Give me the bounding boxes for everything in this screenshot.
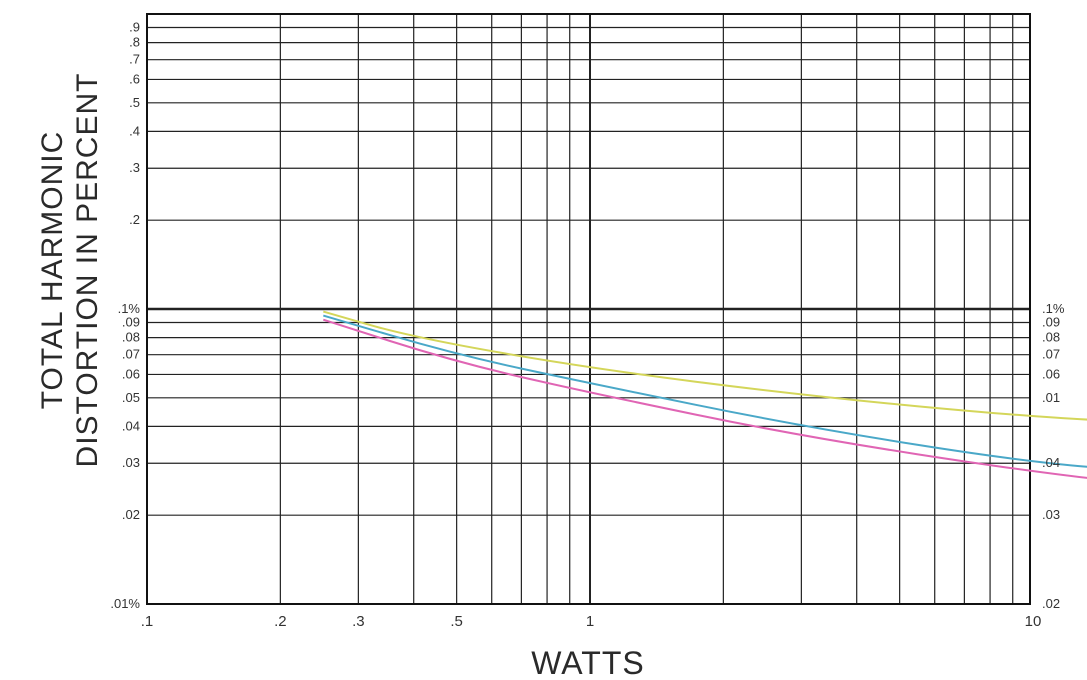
- y-right-tick-label: .01: [1042, 390, 1060, 405]
- series-line-3: [322, 318, 1087, 479]
- grid-lines: [147, 14, 1030, 604]
- tick-labels: .1.2.3.511050100.01%.02.03.04.05.06.07.0…: [110, 19, 1065, 630]
- y-left-tick-label: .06: [122, 366, 140, 381]
- plot-frame: [146, 13, 1031, 605]
- x-tick-label: .3: [352, 613, 365, 630]
- y-right-tick-label: .04: [1042, 455, 1060, 470]
- y-axis-label-line-1: TOTAL HARMONIC: [36, 131, 69, 409]
- series-group: [322, 310, 1087, 479]
- y-left-tick-label: .4: [129, 123, 140, 138]
- y-right-tick-label: .09: [1042, 314, 1060, 329]
- x-tick-label: 1: [586, 613, 594, 630]
- y-left-tick-label: .3: [129, 160, 140, 175]
- y-left-tick-label: .8: [129, 35, 140, 50]
- series-line-1: [323, 310, 1087, 421]
- y-left-tick-label: .07: [122, 347, 140, 362]
- y-left-tick-label: .09: [122, 314, 140, 329]
- y-left-tick-label: .04: [122, 418, 140, 433]
- y-left-tick-label: .6: [129, 71, 140, 86]
- y-left-tick-label: .05: [122, 390, 140, 405]
- y-right-tick-label: .07: [1042, 347, 1060, 362]
- y-right-tick-label: .02: [1042, 596, 1060, 611]
- y-right-tick-label: .08: [1042, 330, 1060, 345]
- y-left-tick-label: .9: [129, 19, 140, 34]
- y-right-tick-label: .1%: [1042, 301, 1065, 316]
- y-left-tick-label: .2: [129, 212, 140, 227]
- y-left-tick-label: .5: [129, 95, 140, 110]
- y-left-tick-label: .03: [122, 455, 140, 470]
- y-left-tick-label: .7: [129, 52, 140, 67]
- x-tick-label: .1: [141, 613, 154, 630]
- y-axis-label-line-2: DISTORTION IN PERCENT: [71, 73, 104, 468]
- y-left-tick-label: .08: [122, 330, 140, 345]
- y-right-tick-label: .03: [1042, 507, 1060, 522]
- x-tick-label: .2: [274, 613, 287, 630]
- x-axis-label: WATTS: [531, 645, 644, 680]
- y-left-tick-label: .01%: [110, 596, 140, 611]
- y-right-tick-label: .06: [1042, 366, 1060, 381]
- series-line-2: [323, 314, 1087, 468]
- y-left-tick-label: .1%: [118, 301, 141, 316]
- x-tick-label: 10: [1025, 613, 1042, 630]
- x-tick-label: .5: [450, 613, 463, 630]
- y-left-tick-label: .02: [122, 507, 140, 522]
